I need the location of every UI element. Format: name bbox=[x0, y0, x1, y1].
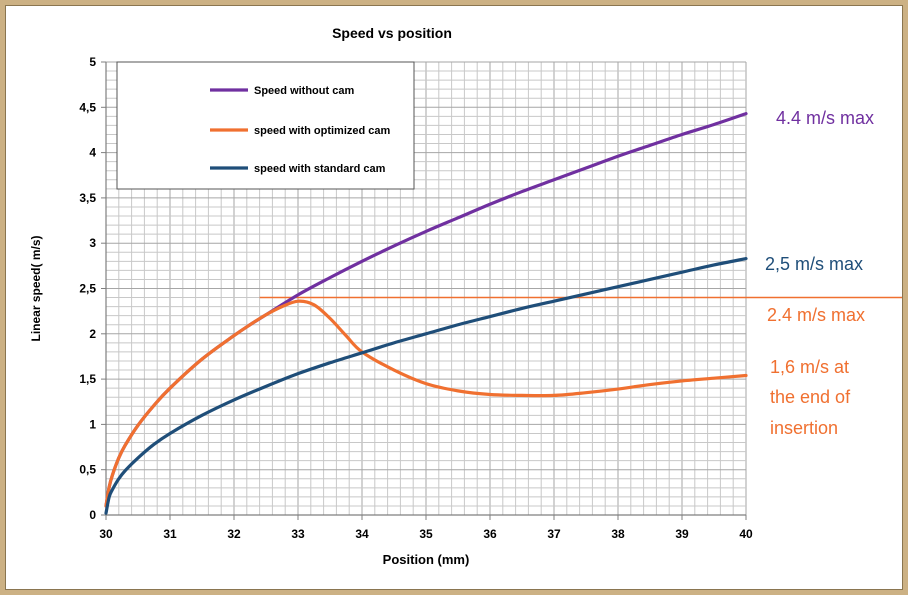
series-group bbox=[104, 112, 748, 515]
legend-label: speed with standard cam bbox=[254, 163, 386, 175]
x-tick-label: 33 bbox=[291, 527, 305, 541]
axes: 30 31 32 33 34 35 36 37 38 39 40 0 0,5 1 1,5 2 2,5 3 3,5 4 4… bbox=[29, 25, 753, 567]
legend-box bbox=[116, 61, 415, 190]
annotation-end-insertion-3: insertion bbox=[770, 418, 838, 438]
y-tick-label: 0 bbox=[89, 508, 96, 522]
series-standard-cam bbox=[104, 257, 748, 515]
x-tick-label: 39 bbox=[675, 527, 689, 541]
x-tick-label: 34 bbox=[355, 527, 369, 541]
annotation-4-4-max: 4.4 m/s max bbox=[776, 108, 874, 128]
legend-label: speed with optimized cam bbox=[254, 125, 391, 137]
x-tick-label: 38 bbox=[611, 527, 625, 541]
y-axis-label: Linear speed( m/s) bbox=[29, 235, 43, 341]
x-tick-label: 37 bbox=[547, 527, 561, 541]
chart-frame: 30 31 32 33 34 35 36 37 38 39 40 0 0,5 1 1,5 2 2,5 3 3,5 4 4… bbox=[5, 5, 903, 590]
y-tick-label: 5 bbox=[89, 55, 96, 69]
x-tick-label: 40 bbox=[739, 527, 753, 541]
x-tick-label: 35 bbox=[419, 527, 433, 541]
annotation-2-4-max: 2.4 m/s max bbox=[767, 305, 865, 325]
series-optimized-cam bbox=[104, 299, 748, 508]
x-tick-label: 36 bbox=[483, 527, 497, 541]
y-tick-label: 2,5 bbox=[79, 282, 96, 296]
y-tick-label: 4,5 bbox=[79, 100, 96, 114]
text-labels: 4.4 m/s max 2,5 m/s max 2.4 m/s max 1,6 m/s… bbox=[765, 108, 874, 438]
y-tick-label: 3 bbox=[89, 236, 96, 250]
line-chart: 30 31 32 33 34 35 36 37 38 39 40 0 0,5 1 1,5 2 2,5 3 3,5 4 4… bbox=[29, 25, 902, 567]
y-tick-label: 3,5 bbox=[79, 191, 96, 205]
y-tick-label: 1,5 bbox=[79, 372, 96, 386]
legend: Speed without cam speed with optimized ca… bbox=[116, 61, 415, 190]
legend-label: Speed without cam bbox=[254, 85, 354, 97]
y-tick-label: 4 bbox=[89, 146, 96, 160]
x-axis-label: Position (mm) bbox=[383, 552, 470, 567]
x-tick-label: 30 bbox=[99, 527, 113, 541]
chart-title: Speed vs position bbox=[332, 25, 452, 41]
x-tick-label: 32 bbox=[227, 527, 241, 541]
y-tick-label: 2 bbox=[89, 327, 96, 341]
annotation-end-insertion-1: 1,6 m/s at bbox=[770, 357, 849, 377]
x-tick-label: 31 bbox=[163, 527, 177, 541]
annotation-2-5-max: 2,5 m/s max bbox=[765, 254, 863, 274]
y-tick-label: 0,5 bbox=[79, 463, 96, 477]
annotation-end-insertion-2: the end of bbox=[770, 387, 851, 407]
y-tick-label: 1 bbox=[89, 417, 96, 431]
